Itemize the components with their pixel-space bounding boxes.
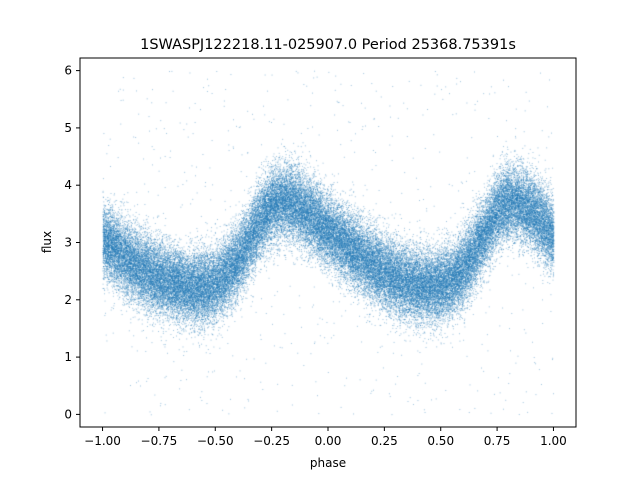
x-tick-label: 1.00 xyxy=(540,434,567,448)
x-tick-label: 0.75 xyxy=(484,434,511,448)
y-tick-label: 4 xyxy=(64,178,72,192)
y-axis: 0 1 2 3 4 5 6 xyxy=(64,64,80,421)
x-axis-label: phase xyxy=(310,456,346,470)
x-tick-label: 0.50 xyxy=(427,434,454,448)
x-axis: −1.00 −0.75 −0.50 −0.25 0.00 0.25 0.50 0.75 1.00 xyxy=(84,427,567,448)
y-tick-label: 5 xyxy=(64,121,72,135)
x-tick-label: −0.75 xyxy=(141,434,178,448)
y-axis-label: flux xyxy=(40,231,54,253)
y-tick-label: 2 xyxy=(64,293,72,307)
y-tick-label: 3 xyxy=(64,236,72,250)
x-tick-label: 0.25 xyxy=(371,434,398,448)
y-tick-label: 6 xyxy=(64,64,72,78)
data-points xyxy=(80,58,576,427)
x-tick-label: −0.25 xyxy=(253,434,290,448)
scatter-points xyxy=(80,58,576,427)
x-tick-label: −0.50 xyxy=(197,434,234,448)
y-tick-label: 1 xyxy=(64,350,72,364)
y-tick-label: 0 xyxy=(64,407,72,421)
chart-title: 1SWASPJ122218.11-025907.0 Period 25368.7… xyxy=(140,37,516,53)
x-tick-label: −1.00 xyxy=(84,434,121,448)
x-tick-label: 0.00 xyxy=(315,434,342,448)
